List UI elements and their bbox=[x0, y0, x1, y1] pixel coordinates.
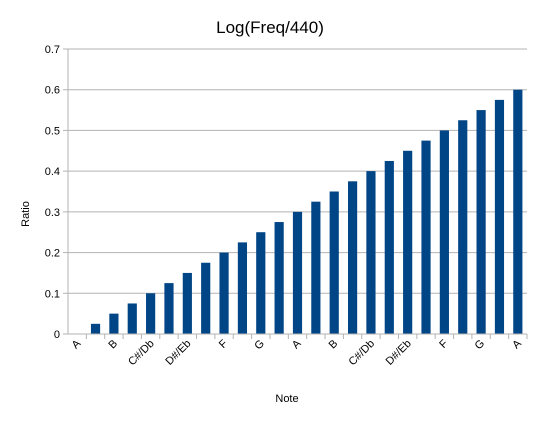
bar bbox=[109, 313, 119, 334]
x-tick-label: G bbox=[252, 338, 267, 353]
bar bbox=[476, 110, 486, 334]
y-tick-label: 0.3 bbox=[45, 207, 60, 219]
y-tick-label: 0.1 bbox=[45, 288, 60, 300]
x-tick-label: G bbox=[473, 338, 488, 353]
bar bbox=[513, 89, 523, 334]
y-tick-label: 0.4 bbox=[45, 166, 60, 178]
bar bbox=[347, 181, 358, 334]
x-tick-label: A bbox=[290, 337, 304, 351]
bar bbox=[182, 272, 192, 334]
bar bbox=[403, 150, 413, 334]
y-tick-label: 0.6 bbox=[45, 85, 60, 97]
bar bbox=[90, 323, 101, 334]
bar bbox=[384, 160, 394, 334]
x-tick-label: A bbox=[70, 337, 84, 351]
bar bbox=[421, 140, 431, 334]
bar bbox=[219, 252, 229, 334]
bar bbox=[127, 303, 137, 334]
x-tick-labels: A B C#/Db D#/Eb F G A B C#/Db D#/Eb F G A bbox=[70, 334, 528, 369]
chart-title: Log(Freq/440) bbox=[216, 18, 324, 37]
bar bbox=[237, 242, 248, 334]
x-tick-label: D#/Eb bbox=[384, 338, 414, 368]
bar bbox=[458, 120, 468, 334]
bar bbox=[329, 191, 339, 334]
y-tick-label: 0.7 bbox=[45, 44, 60, 56]
bar bbox=[366, 171, 376, 334]
bar bbox=[201, 262, 211, 334]
bar bbox=[146, 293, 156, 334]
y-axis-label: Ratio bbox=[20, 201, 32, 227]
x-tick-label: B bbox=[327, 338, 341, 352]
bar bbox=[274, 222, 284, 334]
bars bbox=[90, 89, 523, 335]
y-tick-label: 0.2 bbox=[45, 248, 60, 260]
y-tick-label: 0 bbox=[54, 329, 60, 341]
y-tick-label: 0.5 bbox=[45, 125, 60, 137]
y-tick-labels: 0 0.1 0.2 0.3 0.4 0.5 0.6 0.7 bbox=[45, 44, 60, 341]
x-tick-label: F bbox=[217, 337, 230, 350]
x-axis-label: Note bbox=[275, 393, 298, 405]
bar bbox=[292, 211, 303, 334]
bar bbox=[311, 201, 321, 334]
x-tick-label: A bbox=[510, 337, 524, 351]
bar bbox=[164, 283, 174, 334]
x-tick-label: D#/Eb bbox=[163, 338, 193, 368]
bar bbox=[256, 232, 266, 334]
bar bbox=[494, 99, 505, 335]
bar bbox=[439, 130, 449, 334]
x-tick-label: C#/Db bbox=[126, 338, 157, 369]
x-tick-label: F bbox=[437, 337, 450, 350]
x-tick-label: B bbox=[106, 338, 120, 352]
x-tick-label: C#/Db bbox=[347, 338, 378, 369]
